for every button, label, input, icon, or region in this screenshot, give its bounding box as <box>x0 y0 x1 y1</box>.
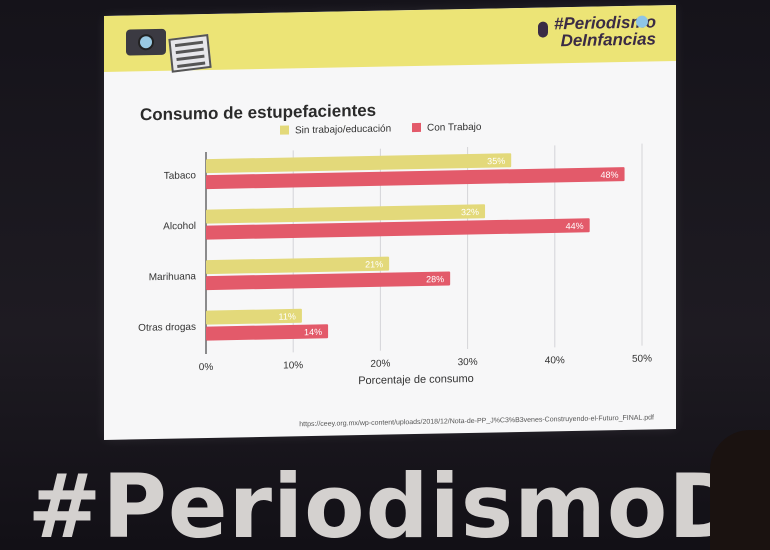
audience-member <box>710 430 770 550</box>
x-tick-label-1: 10% <box>283 360 303 371</box>
x-tick-label-5: 50% <box>632 353 652 364</box>
bar-1-3 <box>206 324 329 341</box>
category-labels: Tabaco Alcohol Marihuana Otras drogas <box>138 170 196 334</box>
x-tick-label-2: 20% <box>370 358 390 369</box>
bar-0-3 <box>206 308 302 325</box>
bar-value-label-0-3: 11% <box>279 311 296 321</box>
bar-value-label-0-1: 32% <box>461 207 479 217</box>
bar-1-0 <box>206 167 625 190</box>
bar-value-label-0-2: 21% <box>365 259 383 269</box>
bar-1-1 <box>206 218 590 240</box>
legend-label-0: Sin trabajo/educación <box>295 123 391 136</box>
category-label-0: Tabaco <box>164 170 197 182</box>
projector-screen: #Periodismo DeInfancias Consumo de estup… <box>104 5 676 441</box>
legend-swatch-1 <box>412 122 421 133</box>
chart-bars: 35% 48% 32% 44% 21% 28% 11% 14% <box>206 153 625 341</box>
bar-value-label-1-3: 14% <box>304 327 322 337</box>
bar-value-label-1-2: 28% <box>426 274 444 284</box>
chart-title: Consumo de estupefacientes <box>140 101 376 125</box>
category-label-2: Marihuana <box>149 271 197 283</box>
bar-0-0 <box>206 153 512 174</box>
bar-0-1 <box>206 204 486 224</box>
x-tick-labels: 0% 10% 20% 30% 40% 50% <box>199 353 652 373</box>
bar-value-label-1-0: 48% <box>601 170 619 180</box>
bar-value-label-1-1: 44% <box>566 221 584 231</box>
x-axis-label: Porcentaje de consumo <box>358 373 474 387</box>
bar-value-label-0-0: 35% <box>487 156 505 166</box>
bar-chart: Consumo de estupefacientes Sin trabajo/e… <box>138 101 654 428</box>
bar-1-2 <box>206 271 451 291</box>
source-url: https://ceey.org.mx/wp-content/uploads/2… <box>299 414 654 428</box>
legend-label-1: Con Trabajo <box>427 122 482 134</box>
x-tick-label-4: 40% <box>545 355 565 366</box>
legend-swatch-0 <box>280 125 289 135</box>
category-label-3: Otras drogas <box>138 322 196 334</box>
x-tick-label-3: 30% <box>458 357 478 368</box>
stage-hashtag-letters: #PeriodismoD <box>27 464 743 550</box>
bar-0-2 <box>206 256 390 275</box>
chart-legend: Sin trabajo/educación Con Trabajo <box>280 122 482 136</box>
x-tick-label-0: 0% <box>199 362 214 373</box>
category-label-1: Alcohol <box>163 221 196 233</box>
